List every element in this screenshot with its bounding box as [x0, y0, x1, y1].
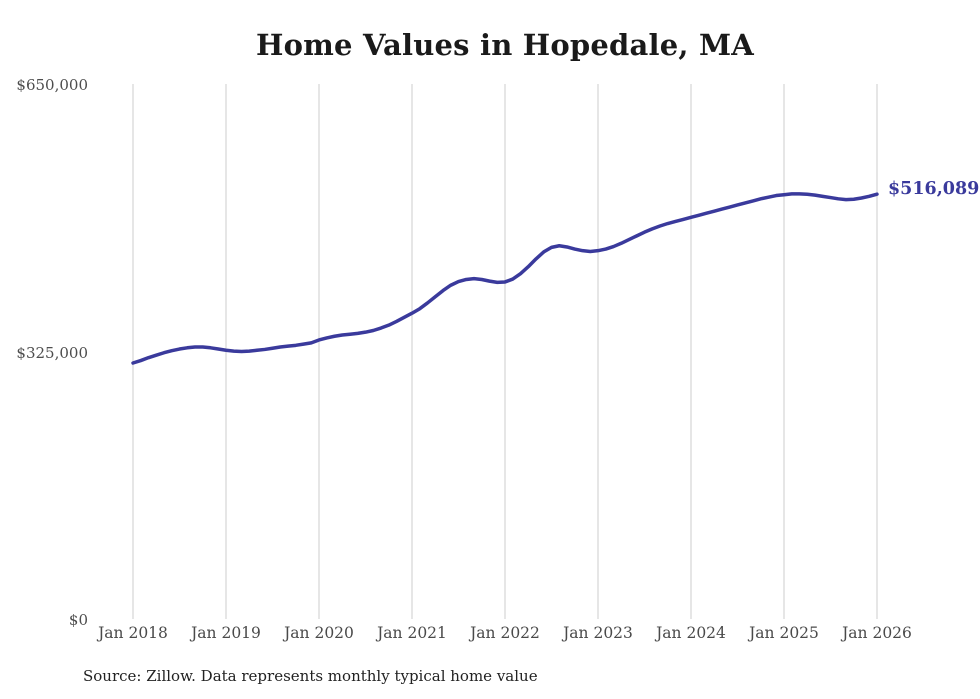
x-tick-label-jan-2024: Jan 2024: [656, 624, 726, 642]
x-tick-label-jan-2018: Jan 2018: [98, 624, 168, 642]
latest-value-label: $516,089: [888, 179, 980, 199]
x-tick-label-jan-2023: Jan 2023: [563, 624, 633, 642]
y-tick-label-0: $0: [68, 611, 88, 629]
x-tick-label-jan-2026: Jan 2026: [842, 624, 912, 642]
x-tick-label-jan-2021: Jan 2021: [377, 624, 447, 642]
x-tick-label-jan-2020: Jan 2020: [284, 624, 354, 642]
y-tick-label-650000: $650,000: [16, 76, 88, 94]
x-tick-label-jan-2019: Jan 2019: [191, 624, 261, 642]
home-value-line-series: [131, 192, 879, 365]
source-note: Source: Zillow. Data represents monthly …: [83, 667, 538, 685]
x-tick-label-jan-2022: Jan 2022: [470, 624, 540, 642]
chart-title: Home Values in Hopedale, MA: [256, 28, 754, 62]
y-tick-label-325000: $325,000: [16, 343, 88, 362]
gridlines: [132, 84, 878, 619]
x-tick-label-jan-2025: Jan 2025: [749, 624, 819, 642]
